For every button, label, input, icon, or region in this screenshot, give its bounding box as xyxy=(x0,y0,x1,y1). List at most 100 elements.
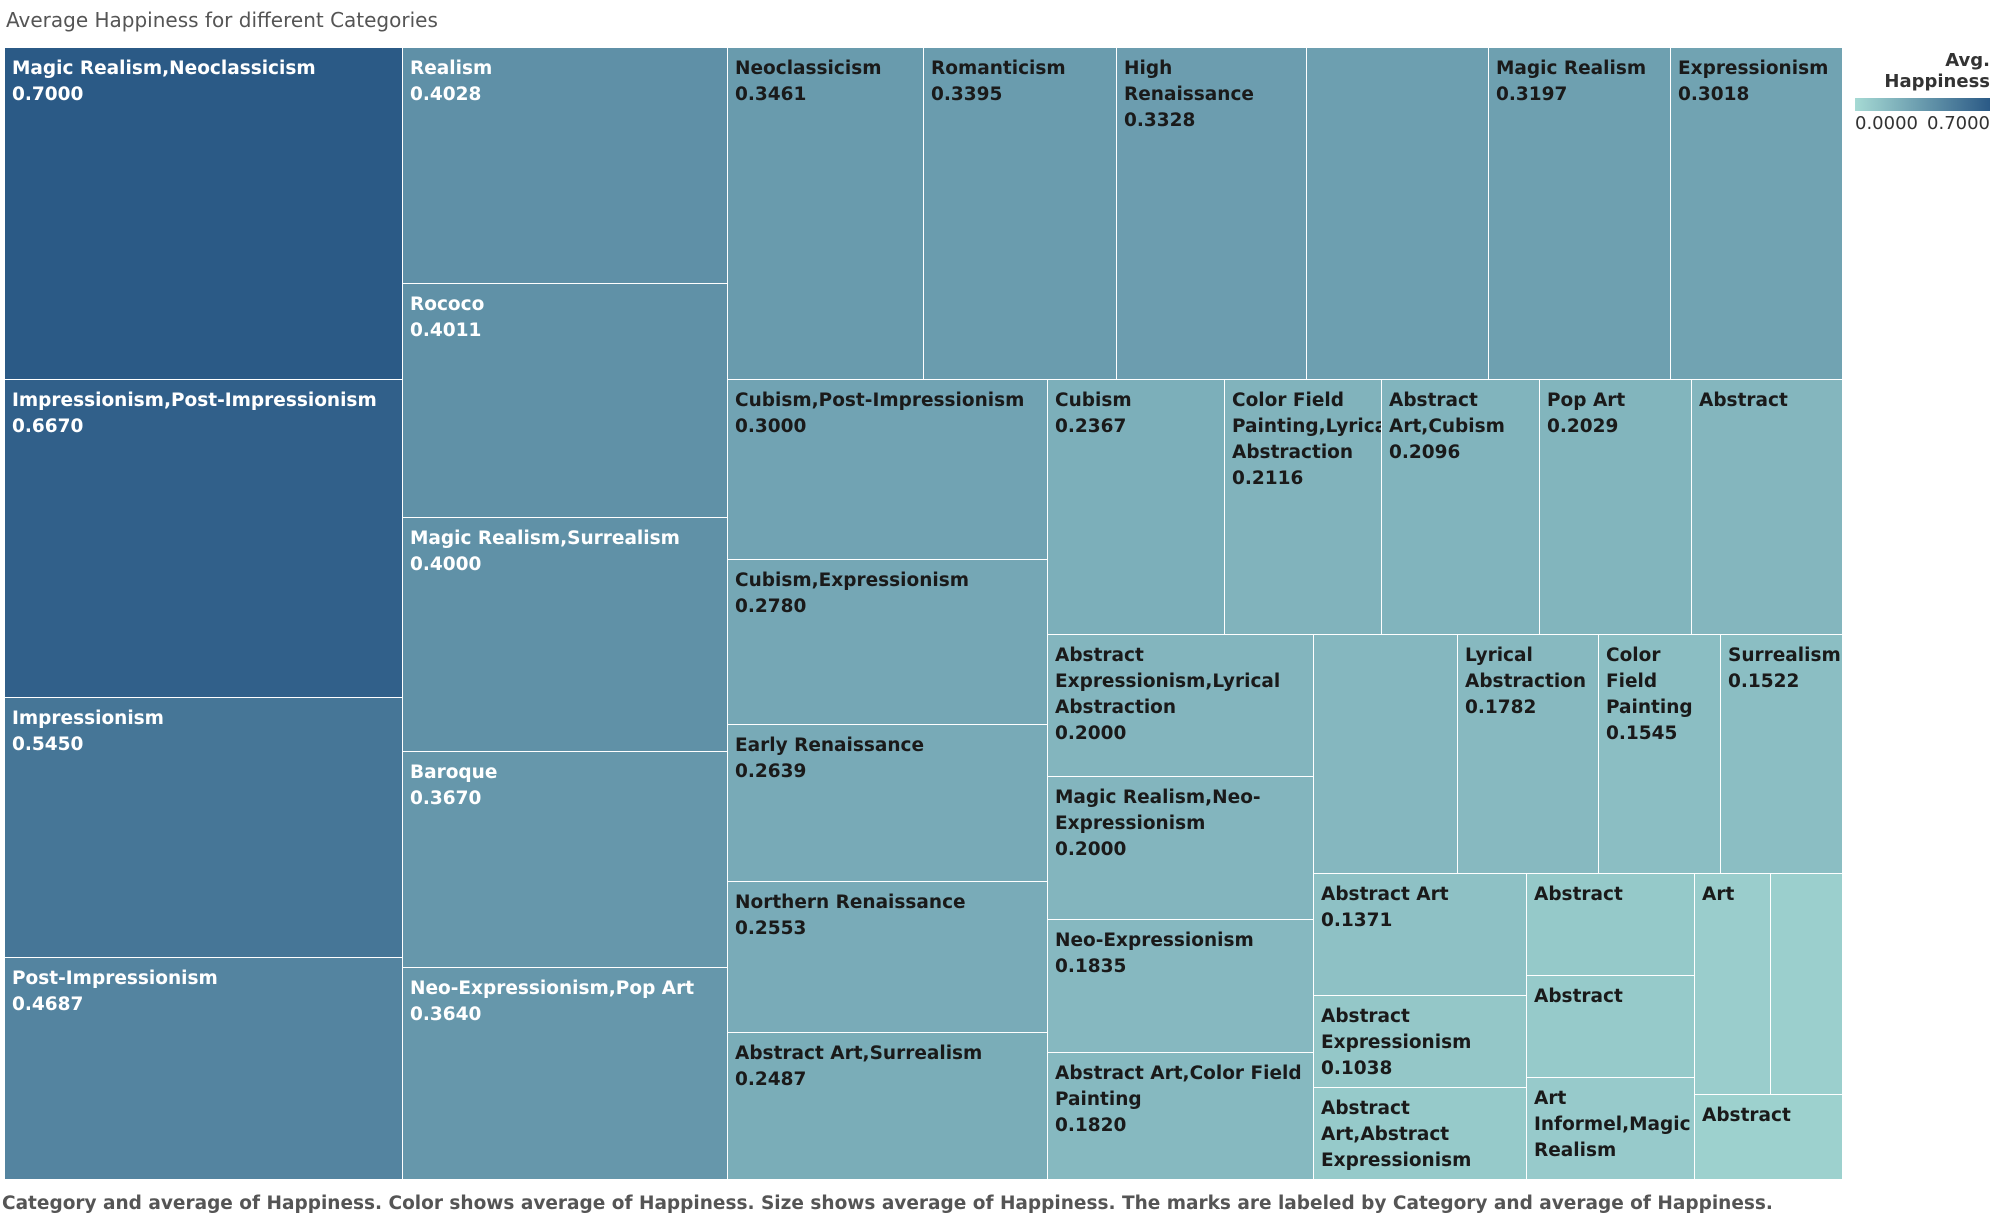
treemap-tile-romanticism[interactable]: Romanticism 0.3395 xyxy=(924,48,1117,380)
tile-category: Abstract Art,Abstract Expressionism xyxy=(1321,1098,1472,1171)
tile-label: Abstract xyxy=(1534,882,1690,908)
tile-category: Magic Realism,Surrealism xyxy=(410,528,680,549)
treemap-tile-baroque[interactable]: Baroque 0.3670 xyxy=(403,752,728,968)
tile-category: Rococo xyxy=(410,294,485,315)
tile-category: Post-Impressionism xyxy=(12,968,218,989)
treemap-tile-magic-realism[interactable]: Magic Realism 0.3197 xyxy=(1489,48,1671,380)
treemap-tile-abstract-art[interactable]: Abstract Art 0.1371 xyxy=(1314,874,1527,996)
tile-category: Abstract Art xyxy=(1321,884,1449,905)
tile-label: Baroque 0.3670 xyxy=(410,760,723,812)
treemap-tile-surrealism[interactable]: Surrealism 0.1522 xyxy=(1721,635,1843,874)
treemap-tile-abstract-art-abstract-expressionism[interactable]: Abstract Art,Abstract Expressionism xyxy=(1314,1088,1527,1180)
treemap-tile-art-informel-magic-realism[interactable]: Art Informel,Magic Realism xyxy=(1527,1078,1695,1180)
tile-category: Color Field Painting xyxy=(1606,645,1693,718)
legend-title: Avg. Happiness xyxy=(1884,50,1990,92)
tile-value: 0.1371 xyxy=(1321,910,1393,931)
tile-category: Romanticism xyxy=(931,58,1066,79)
treemap-tile-unlabeled[interactable] xyxy=(1307,48,1489,380)
tile-category: Realism xyxy=(410,58,493,79)
tile-category: Abstract xyxy=(1534,986,1623,1007)
tile-label: Abstract Art,Surrealism 0.2487 xyxy=(735,1041,1043,1093)
treemap-tile-lyrical-abstraction[interactable]: Lyrical Abstraction 0.1782 xyxy=(1458,635,1599,874)
treemap-tile-magic-realism-neo-expressionism[interactable]: Magic Realism,Neo-Expressionism 0.2000 xyxy=(1048,777,1314,920)
tile-value: 0.2116 xyxy=(1232,468,1304,489)
tile-value: 0.5450 xyxy=(12,734,84,755)
tile-category: Cubism xyxy=(1055,390,1132,411)
treemap-tile-cubism-post-impressionism[interactable]: Cubism,Post-Impressionism 0.3000 xyxy=(728,380,1048,560)
tile-value: 0.3328 xyxy=(1124,110,1196,131)
tile-label: Magic Realism,Surrealism 0.4000 xyxy=(410,526,723,578)
treemap-tile-magic-realism-neoclassicism[interactable]: Magic Realism,Neoclassicism 0.7000 xyxy=(5,48,403,380)
tile-category: Abstract Art,Cubism xyxy=(1389,390,1505,437)
tile-label: Realism 0.4028 xyxy=(410,56,723,108)
tile-category: Art Informel,Magic Realism xyxy=(1534,1088,1691,1161)
tile-label: Lyrical Abstraction 0.1782 xyxy=(1465,643,1594,721)
tile-value: 0.3395 xyxy=(931,84,1003,105)
tile-value: 0.4000 xyxy=(410,554,482,575)
treemap-tile-color-field-painting[interactable]: Color Field Painting 0.1545 xyxy=(1599,635,1721,874)
treemap-tile-abstract-expressionism-lyrical-abstraction[interactable]: Abstract Expressionism,Lyrical Abstracti… xyxy=(1048,635,1314,777)
tile-category: Impressionism,Post-Impressionism xyxy=(12,390,377,411)
tile-label: Rococo 0.4011 xyxy=(410,292,723,344)
treemap-tile-pop-art[interactable]: Pop Art 0.2029 xyxy=(1540,380,1692,635)
treemap-tile-color-field-painting-lyrical-abstraction[interactable]: Color Field Painting,Lyrical Abstraction… xyxy=(1225,380,1382,635)
treemap-tile-unlabeled[interactable] xyxy=(1314,635,1458,874)
treemap-tile-abstract-art-surrealism[interactable]: Abstract Art,Surrealism 0.2487 xyxy=(728,1033,1048,1180)
tile-label: Abstract xyxy=(1699,388,1838,414)
treemap-tile-expressionism[interactable]: Expressionism 0.3018 xyxy=(1671,48,1843,380)
tile-label: High Renaissance 0.3328 xyxy=(1124,56,1302,134)
tile-label: Cubism,Expressionism 0.2780 xyxy=(735,568,1043,620)
tile-category: Abstract xyxy=(1534,884,1623,905)
treemap-tile-magic-realism-surrealism[interactable]: Magic Realism,Surrealism 0.4000 xyxy=(403,518,728,752)
treemap-tile-neo-expressionism[interactable]: Neo-Expressionism 0.1835 xyxy=(1048,920,1314,1053)
tile-value: 0.2553 xyxy=(735,918,807,939)
treemap-tile-neoclassicism[interactable]: Neoclassicism 0.3461 xyxy=(728,48,924,380)
treemap-tile-early-renaissance[interactable]: Early Renaissance 0.2639 xyxy=(728,725,1048,882)
treemap-tile-abstract-art-cubism[interactable]: Abstract Art,Cubism 0.2096 xyxy=(1382,380,1540,635)
treemap-tile-abstract[interactable]: Abstract xyxy=(1527,976,1695,1078)
treemap-tile-realism[interactable]: Realism 0.4028 xyxy=(403,48,728,284)
treemap-tile-abstract-art-color-field-painting[interactable]: Abstract Art,Color Field Painting 0.1820 xyxy=(1048,1053,1314,1180)
legend-min-label: 0.0000 xyxy=(1855,113,1918,134)
treemap-tile-northern-renaissance[interactable]: Northern Renaissance 0.2553 xyxy=(728,882,1048,1033)
tile-category: Abstract Expressionism xyxy=(1321,1006,1472,1053)
treemap-tile-impressionism[interactable]: Impressionism 0.5450 xyxy=(5,698,403,958)
treemap-tile-art[interactable]: Art xyxy=(1695,874,1771,1095)
tile-label: Pop Art 0.2029 xyxy=(1547,388,1687,440)
treemap-tile-abstract[interactable]: Abstract xyxy=(1527,874,1695,976)
treemap-tile-unlabeled[interactable] xyxy=(1771,874,1843,1095)
tile-label: Abstract Expressionism,Lyrical Abstracti… xyxy=(1055,643,1309,747)
tile-category: Abstract Expressionism,Lyrical Abstracti… xyxy=(1055,645,1281,718)
legend-max-label: 0.7000 xyxy=(1927,113,1990,134)
tile-category: Northern Renaissance xyxy=(735,892,966,913)
tile-label: Impressionism,Post-Impressionism 0.6670 xyxy=(12,388,398,440)
tile-category: Magic Realism xyxy=(1496,58,1647,79)
tile-category: Cubism,Post-Impressionism xyxy=(735,390,1025,411)
tile-label: Color Field Painting,Lyrical Abstraction… xyxy=(1232,388,1381,492)
treemap-tile-neo-expressionism-pop-art[interactable]: Neo-Expressionism,Pop Art 0.3640 xyxy=(403,968,728,1180)
tile-value: 0.4028 xyxy=(410,84,482,105)
treemap-tile-abstract[interactable]: Abstract xyxy=(1695,1095,1843,1180)
tile-category: Neo-Expressionism xyxy=(1055,930,1254,951)
treemap-tile-cubism-expressionism[interactable]: Cubism,Expressionism 0.2780 xyxy=(728,560,1048,725)
treemap-tile-cubism[interactable]: Cubism 0.2367 xyxy=(1048,380,1225,635)
tile-value: 0.2367 xyxy=(1055,416,1127,437)
tile-label: Surrealism 0.1522 xyxy=(1728,643,1841,695)
tile-value: 0.1038 xyxy=(1321,1058,1393,1079)
tile-label: Magic Realism,Neoclassicism 0.7000 xyxy=(12,56,398,108)
tile-value: 0.1835 xyxy=(1055,956,1127,977)
treemap-tile-abstract-expressionism[interactable]: Abstract Expressionism 0.1038 xyxy=(1314,996,1527,1088)
tile-label: Expressionism 0.3018 xyxy=(1678,56,1838,108)
tile-label: Cubism 0.2367 xyxy=(1055,388,1220,440)
treemap-tile-post-impressionism[interactable]: Post-Impressionism 0.4687 xyxy=(5,958,403,1180)
tile-label: Neoclassicism 0.3461 xyxy=(735,56,919,108)
tile-label: Abstract Art 0.1371 xyxy=(1321,882,1522,934)
treemap-tile-impressionism-post-impressionism[interactable]: Impressionism,Post-Impressionism 0.6670 xyxy=(5,380,403,698)
tile-value: 0.4011 xyxy=(410,320,482,341)
treemap-tile-rococo[interactable]: Rococo 0.4011 xyxy=(403,284,728,518)
tile-value: 0.2639 xyxy=(735,761,807,782)
tile-value: 0.3197 xyxy=(1496,84,1568,105)
treemap-tile-abstract[interactable]: Abstract xyxy=(1692,380,1843,635)
treemap-tile-high-renaissance[interactable]: High Renaissance 0.3328 xyxy=(1117,48,1307,380)
tile-category: Magic Realism,Neoclassicism xyxy=(12,58,316,79)
